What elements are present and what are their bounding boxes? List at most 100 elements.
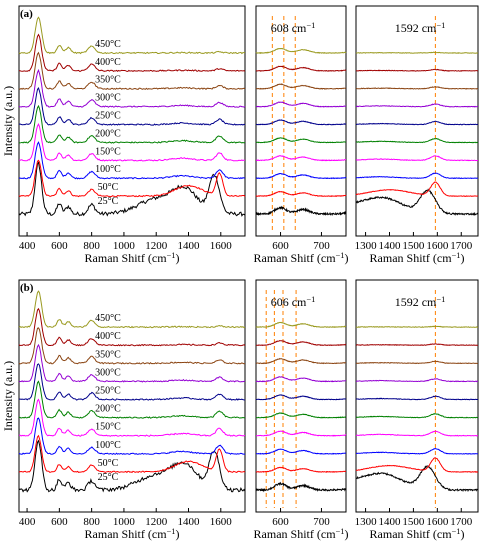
panel-a-full-series-9	[18, 16, 246, 55]
panel-a-full-series-label: 300°C	[95, 93, 121, 104]
panel-a-zoom2-series-0	[356, 188, 479, 216]
panel-a-zoom2-series-3	[355, 155, 478, 162]
panel-b-full-series-label: 200°C	[95, 404, 121, 415]
panel-b-full-series-7	[18, 327, 246, 365]
panel-a-full-xtick-label: 600	[51, 240, 68, 252]
panel-b-full-series-label: 350°C	[95, 349, 121, 360]
panel-a-full-series-2	[18, 141, 246, 180]
panel-b-zoom1-annotation: 606 cm−1	[271, 295, 316, 309]
panel-a-zoom1-series-2	[256, 172, 347, 180]
x-axis-title-a-zoom1: Raman Shitf (cm−1)	[254, 251, 349, 265]
panel-a-full-series-5	[18, 87, 246, 126]
panel-a-full-xtick-label: 1400	[178, 240, 201, 252]
panel-a-full-series-3	[18, 123, 246, 162]
panel-a-full-series-8	[19, 33, 246, 73]
panel-a-zoom1-series-5	[255, 119, 347, 126]
panel-b-zoom2-series-5	[355, 395, 479, 401]
panel-b-full-series-5	[18, 363, 246, 401]
panel-b-full-series-4	[19, 380, 246, 419]
panel-b-full-xtick-label: 800	[83, 516, 100, 528]
x-axis-title-b-full: Raman Shitf (cm−1)	[85, 527, 180, 541]
panel-a-full-series-label: 100°C	[95, 164, 121, 175]
panel-b-full-series-label: 250°C	[95, 385, 121, 396]
panel-a-zoom2-annotation: 1592 cm−1	[395, 21, 446, 35]
panel-a-full-series-0	[18, 160, 246, 217]
panel-a-full-series-label: 400°C	[95, 57, 121, 68]
panel-b-zoom2-series-3	[355, 430, 479, 437]
panel-a-zoom1-series-3	[256, 155, 346, 162]
panel-b-full-series-label: 100°C	[95, 440, 121, 451]
panel-b-zoom1-series-7	[255, 357, 347, 365]
panel-a-zoom2-series-4	[355, 137, 478, 144]
panel-a-zoom2-series-8	[355, 68, 479, 72]
panel-a-zoom2-xtick-label: 1300	[355, 240, 378, 252]
panel-b-zoom2-xtick-label: 1600	[426, 516, 449, 528]
panel-b-zoom1-frame	[255, 279, 347, 513]
panel-b-full-xtick-label: 600	[51, 516, 68, 528]
panel-b-zoom2-xtick-label: 1300	[355, 516, 378, 528]
panel-a-full-frame	[18, 5, 246, 237]
x-axis-title-b-zoom2: Raman Shitf (cm−1)	[370, 527, 465, 541]
panel-a-full-series-4	[18, 104, 246, 144]
panel-a-full-series-6	[18, 68, 246, 108]
panel-a-zoom1-series-8	[255, 65, 347, 72]
panel-a-zoom2-xtick-label: 1400	[378, 240, 401, 252]
panel-b-full-series-label: 300°C	[95, 367, 121, 378]
panel-b-zoom2-series-6	[355, 378, 478, 383]
panel-b-full-series-label: 400°C	[95, 331, 121, 342]
panel-a-zoom2-series-2	[355, 172, 479, 180]
panel-b-zoom2-series-0	[355, 465, 479, 493]
panel-a-full-xtick-label: 1200	[145, 240, 168, 252]
panel-b-zoom2-series-2	[355, 447, 479, 455]
panel-a-full-series-label: 25°C	[98, 196, 119, 207]
panel-b-zoom2-xtick-label: 1700	[450, 516, 473, 528]
panel-a-full-series-label: 350°C	[95, 75, 121, 86]
panel-b-full-series-label: 450°C	[95, 313, 121, 324]
panel-b-zoom2-frame	[355, 279, 479, 513]
panel-b-full-series-label: 25°C	[98, 472, 119, 483]
panel-a-zoom1-series-1	[255, 190, 347, 198]
panel-a-full-series-label: 200°C	[95, 128, 121, 139]
panel-b-zoom1-series-0	[255, 481, 347, 493]
panel-b-full-xtick-label: 1200	[145, 516, 168, 528]
panel-a-zoom2-series-1	[355, 181, 479, 197]
panel-b-zoom2-series-4	[355, 412, 479, 419]
panel-b-full-series-6	[18, 343, 246, 383]
panel-a-zoom2-series-5	[355, 120, 479, 126]
panel-b-full-xtick-label: 1000	[113, 516, 136, 528]
panel-a-zoom2-xtick-label: 1700	[450, 240, 473, 252]
panel-a-zoom2-series-6	[355, 103, 479, 108]
y-axis-title-a: Intensity (a.u.)	[1, 86, 15, 156]
panel-a-full-xtick-label: 400	[19, 240, 36, 252]
panel-a-full-series-label: 250°C	[95, 111, 121, 122]
panel-a-zoom1-series-7	[255, 83, 347, 90]
panel-b-full-series-1	[18, 434, 246, 474]
panel-b-full-series-label: 150°C	[95, 422, 121, 433]
panel-a-zoom1-xtick-label: 700	[313, 240, 330, 252]
panel-a-full-series-7	[18, 51, 246, 90]
panel-b-full-frame	[18, 279, 246, 513]
panel-b-zoom2-series-9	[355, 325, 479, 328]
panel-b-full-xtick-label: 400	[19, 516, 36, 528]
panel-b-zoom1-series-9	[255, 321, 346, 329]
panel-a-full-series-label: 50°C	[98, 182, 119, 193]
panel-b-full-series-0	[18, 439, 246, 493]
row-b-label: (b)	[20, 282, 34, 294]
panel-b-zoom2-annotation: 1592 cm−1	[395, 295, 446, 309]
panel-a-full-series-label: 150°C	[95, 146, 121, 157]
panel-a-zoom2-frame	[355, 5, 479, 237]
panel-b-full-series-8	[18, 307, 246, 347]
y-axis-title-b: Intensity (a.u.)	[1, 361, 15, 431]
panel-b-full-series-2	[18, 417, 245, 455]
panel-b-full-xtick-label: 1600	[210, 516, 233, 528]
panel-b-zoom1-xtick-label: 600	[272, 516, 289, 528]
panel-b-zoom1-series-5	[255, 394, 347, 401]
panel-a-zoom2-xtick-label: 1500	[402, 240, 425, 252]
panel-b-full-series-label: 50°C	[98, 458, 119, 469]
x-axis-title-b-zoom1: Raman Shitf (cm−1)	[254, 527, 349, 541]
panel-b-zoom2-series-8	[355, 343, 478, 347]
panel-a-zoom1-series-6	[255, 101, 347, 108]
panel-b-zoom2-xtick-label: 1500	[402, 516, 425, 528]
